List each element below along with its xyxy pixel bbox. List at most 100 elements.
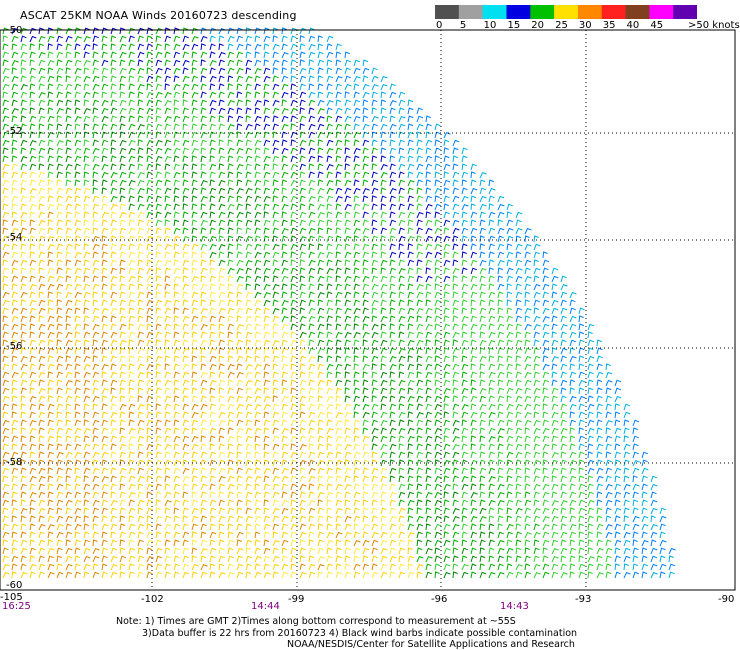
wind-barb — [452, 171, 460, 179]
wind-barb — [110, 395, 118, 403]
wind-barb — [254, 131, 262, 139]
wind-barb — [47, 251, 53, 259]
wind-barb — [263, 395, 271, 403]
wind-barb — [407, 235, 415, 243]
wind-barb — [65, 555, 73, 563]
wind-barb — [470, 475, 477, 483]
wind-barb — [362, 459, 369, 467]
wind-barb — [524, 427, 530, 435]
wind-barb — [317, 483, 324, 491]
wind-barb — [497, 419, 505, 427]
wind-barb — [83, 339, 90, 347]
wind-barb — [218, 67, 226, 75]
wind-barb — [38, 179, 45, 187]
wind-barb — [551, 315, 558, 323]
wind-barb — [434, 251, 442, 259]
wind-barb — [335, 99, 342, 107]
wind-barb — [398, 403, 405, 411]
legend-tick-label: 15 — [507, 20, 521, 31]
wind-barb — [470, 219, 477, 227]
wind-barb — [29, 211, 35, 219]
wind-barb — [110, 219, 117, 227]
wind-barb — [542, 355, 549, 363]
wind-barb — [524, 323, 532, 331]
wind-barb — [542, 275, 549, 283]
wind-barb — [38, 331, 45, 339]
wind-barb — [227, 227, 234, 235]
wind-barb — [371, 563, 378, 571]
wind-barb — [20, 83, 28, 91]
wind-barb — [533, 395, 541, 403]
wind-barb — [272, 283, 280, 291]
wind-barb — [353, 459, 360, 467]
wind-barb — [560, 427, 568, 435]
wind-barb — [191, 195, 198, 203]
wind-barb — [38, 267, 44, 275]
wind-barb — [524, 307, 532, 315]
wind-barb — [596, 451, 603, 459]
wind-barb — [407, 123, 414, 131]
wind-barb — [335, 459, 343, 467]
wind-barb — [398, 491, 406, 499]
wind-barb — [209, 395, 216, 403]
wind-barb — [218, 243, 226, 251]
wind-barb — [119, 283, 126, 291]
wind-barb — [92, 491, 100, 499]
wind-barb — [488, 499, 496, 507]
wind-barb — [551, 395, 558, 403]
wind-barb — [101, 363, 109, 371]
wind-barb — [20, 315, 28, 323]
wind-barb — [596, 499, 603, 507]
wind-barb — [128, 107, 136, 115]
wind-barb — [128, 35, 135, 43]
wind-barb — [452, 307, 459, 315]
wind-barb — [92, 507, 99, 515]
wind-barb — [38, 459, 45, 467]
wind-barb — [245, 475, 253, 483]
wind-barb — [425, 179, 431, 187]
wind-barb — [110, 539, 118, 547]
wind-barb — [398, 539, 405, 547]
wind-barb — [371, 459, 377, 467]
wind-barb — [155, 147, 163, 155]
wind-barb — [20, 475, 27, 483]
wind-barb — [74, 347, 81, 355]
wind-barb — [506, 547, 514, 555]
wind-barb — [74, 179, 81, 187]
wind-barb — [65, 203, 73, 211]
wind-barb — [110, 331, 118, 339]
wind-barb — [281, 195, 288, 203]
wind-barb — [308, 395, 315, 403]
wind-barb — [443, 323, 451, 331]
wind-barb — [317, 211, 325, 219]
wind-barb — [290, 411, 298, 419]
wind-barb — [11, 219, 19, 227]
wind-barb — [479, 467, 487, 475]
wind-barb — [398, 91, 406, 99]
wind-barb — [605, 411, 612, 419]
wind-barb — [398, 339, 405, 347]
wind-barb — [515, 251, 522, 259]
wind-barb — [74, 211, 81, 219]
wind-barb — [272, 427, 279, 435]
wind-barb — [371, 203, 378, 211]
wind-barb — [164, 387, 171, 395]
wind-barb — [29, 347, 36, 355]
wind-barb — [488, 563, 496, 571]
wind-barb — [83, 427, 91, 435]
wind-barb — [587, 547, 593, 555]
wind-barb — [380, 291, 387, 299]
wind-barb — [317, 339, 325, 347]
wind-barb — [263, 483, 270, 491]
wind-barb — [245, 427, 253, 435]
wind-barb — [479, 419, 486, 427]
wind-barb — [101, 451, 109, 459]
wind-barb — [479, 291, 486, 299]
wind-barb — [137, 115, 144, 123]
wind-barb — [353, 235, 359, 243]
wind-barb — [335, 123, 343, 131]
wind-barb — [380, 507, 387, 515]
wind-barb — [146, 339, 154, 347]
wind-barb — [542, 491, 550, 499]
wind-barb — [416, 243, 423, 251]
